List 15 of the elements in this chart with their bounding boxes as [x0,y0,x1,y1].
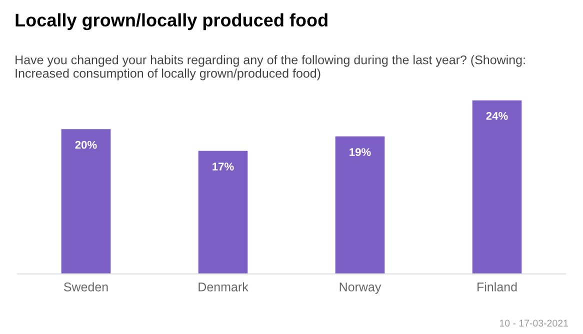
x-tick-label: Norway [340,282,382,294]
data-label: 20% [75,140,97,149]
bar [335,136,385,274]
x-tick-label: Sweden [64,282,108,292]
data-label: 19% [350,148,371,156]
text: 10 - 17-03-2021 [500,320,568,327]
data-label: 17% [212,162,234,170]
x-tick-label: Finland [478,282,517,292]
x-tick-label: Denmark [198,282,248,292]
bar [472,100,522,274]
chart-title: Locally grown/locally produced food [16,13,328,30]
bar [198,150,248,274]
bar [61,129,111,274]
chart-subtitle: Have you changed your habits regarding any of the following during the last year? (Showing: Increased consumption of locally grown/produced food) [16,55,525,80]
data-label: 24% [486,112,508,120]
